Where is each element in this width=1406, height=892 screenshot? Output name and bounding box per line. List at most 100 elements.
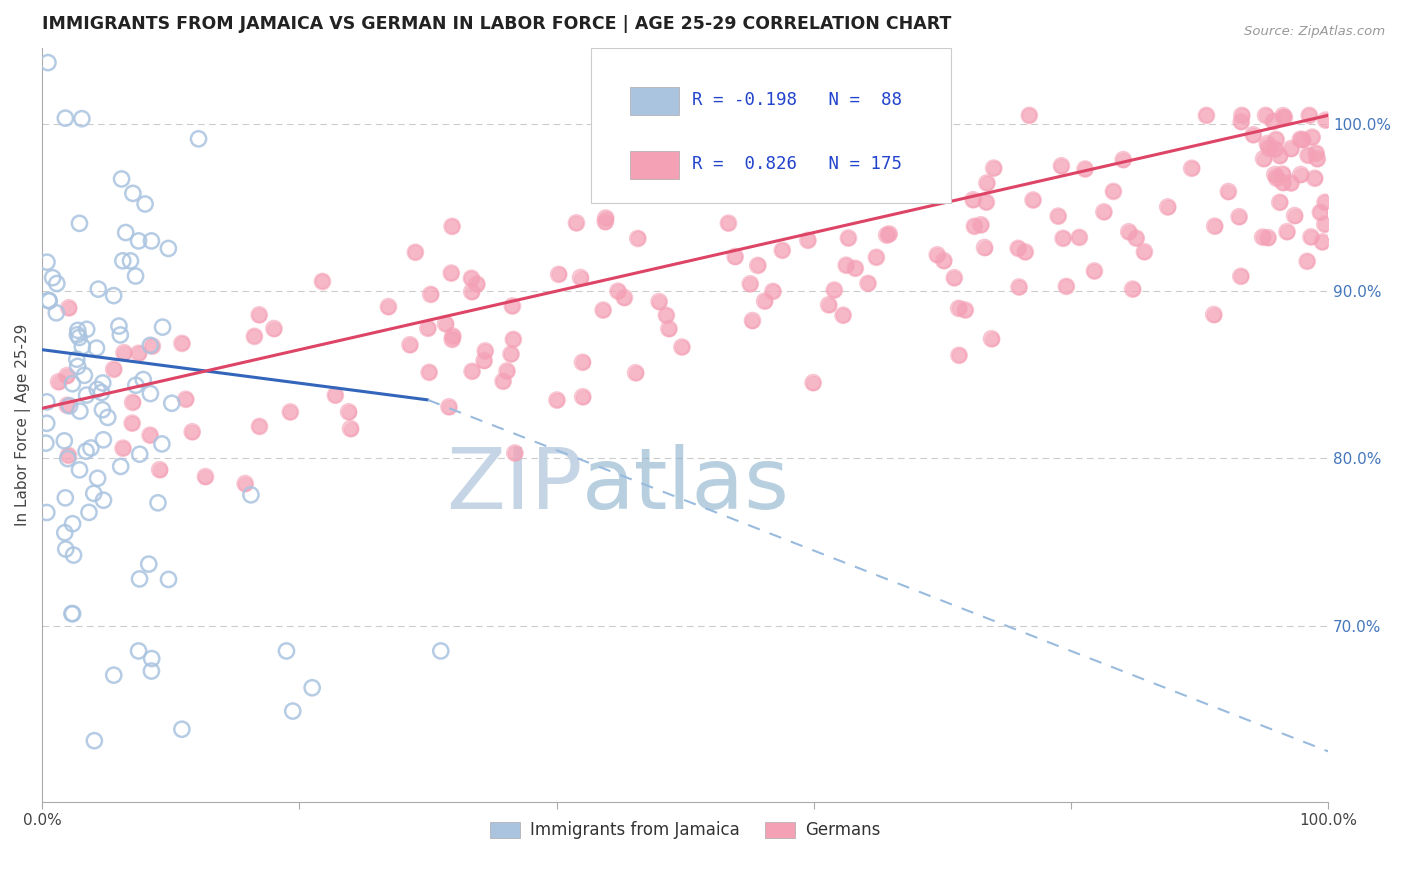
Point xyxy=(932,253,955,268)
Point xyxy=(666,151,689,165)
Point xyxy=(1181,161,1204,176)
Point xyxy=(1268,195,1291,210)
Point xyxy=(1254,108,1277,122)
Point xyxy=(139,338,162,352)
Point xyxy=(1264,168,1286,182)
Point xyxy=(1257,230,1279,244)
Point xyxy=(770,244,793,258)
Point xyxy=(461,285,484,299)
Point xyxy=(844,261,866,276)
Point xyxy=(1074,161,1097,176)
Point xyxy=(460,271,482,285)
Point xyxy=(817,298,839,312)
Point xyxy=(832,308,855,322)
Point xyxy=(1227,210,1250,224)
Point xyxy=(1274,111,1296,125)
Point xyxy=(970,218,993,232)
Point xyxy=(1069,230,1091,244)
Point xyxy=(69,404,91,418)
Point xyxy=(1301,130,1323,145)
Point xyxy=(86,471,108,485)
Point xyxy=(1312,235,1334,249)
Point xyxy=(501,299,523,313)
Point xyxy=(1256,136,1278,151)
Point xyxy=(877,227,900,241)
Point xyxy=(437,400,460,414)
Point xyxy=(56,398,79,412)
Point xyxy=(658,321,681,335)
Point xyxy=(83,733,105,747)
Point xyxy=(80,441,103,455)
Point xyxy=(496,364,519,378)
Point xyxy=(1007,241,1029,255)
Point xyxy=(35,417,58,431)
Point xyxy=(141,664,163,678)
Point xyxy=(1052,231,1074,245)
Point xyxy=(503,446,526,460)
Point xyxy=(569,270,592,285)
Point xyxy=(122,186,145,201)
Point xyxy=(1230,269,1253,284)
Point xyxy=(1268,195,1291,210)
Point xyxy=(592,303,614,318)
Point xyxy=(1251,230,1274,244)
Point xyxy=(66,359,89,374)
Point xyxy=(948,301,970,316)
Point xyxy=(546,393,568,408)
Point xyxy=(770,244,793,258)
Point xyxy=(474,343,496,358)
Point xyxy=(1275,225,1298,239)
Point xyxy=(595,211,617,225)
Point xyxy=(263,321,285,335)
Point xyxy=(832,308,855,322)
Point xyxy=(472,353,495,368)
Point xyxy=(955,303,977,318)
Point xyxy=(1284,209,1306,223)
Point xyxy=(1298,108,1320,122)
Point xyxy=(160,396,183,410)
Point xyxy=(797,233,820,247)
Point xyxy=(973,240,995,254)
Point xyxy=(86,383,108,397)
Point xyxy=(962,193,984,207)
Point xyxy=(45,277,67,291)
Point xyxy=(87,282,110,296)
Point xyxy=(565,216,588,230)
Point xyxy=(1202,308,1225,322)
Point xyxy=(1296,148,1319,162)
Point xyxy=(1195,108,1218,122)
Point xyxy=(1315,113,1337,128)
Point xyxy=(170,336,193,351)
Point xyxy=(1218,185,1240,199)
Point xyxy=(1102,185,1125,199)
Point xyxy=(927,248,949,262)
Point xyxy=(955,303,977,318)
FancyBboxPatch shape xyxy=(630,87,679,115)
Point xyxy=(152,320,174,334)
Point xyxy=(1268,148,1291,162)
Point xyxy=(717,216,740,230)
Point xyxy=(128,234,150,248)
Point xyxy=(499,347,522,361)
Point xyxy=(91,402,114,417)
Point xyxy=(865,160,887,174)
Point xyxy=(492,374,515,388)
Point xyxy=(658,321,681,335)
Point xyxy=(943,270,966,285)
Point xyxy=(624,366,647,380)
Point xyxy=(1257,141,1279,155)
Point xyxy=(194,469,217,483)
Point xyxy=(762,285,785,299)
Point xyxy=(963,219,986,234)
Point xyxy=(1230,114,1253,128)
Point xyxy=(1289,132,1312,146)
Point xyxy=(1309,205,1331,219)
Point xyxy=(876,228,898,243)
Point xyxy=(595,214,617,228)
Point xyxy=(547,268,569,282)
Point xyxy=(1230,269,1253,284)
Point xyxy=(62,376,84,391)
Point xyxy=(60,607,83,621)
Text: IMMIGRANTS FROM JAMAICA VS GERMAN IN LABOR FORCE | AGE 25-29 CORRELATION CHART: IMMIGRANTS FROM JAMAICA VS GERMAN IN LAB… xyxy=(42,15,952,33)
Point xyxy=(1254,108,1277,122)
